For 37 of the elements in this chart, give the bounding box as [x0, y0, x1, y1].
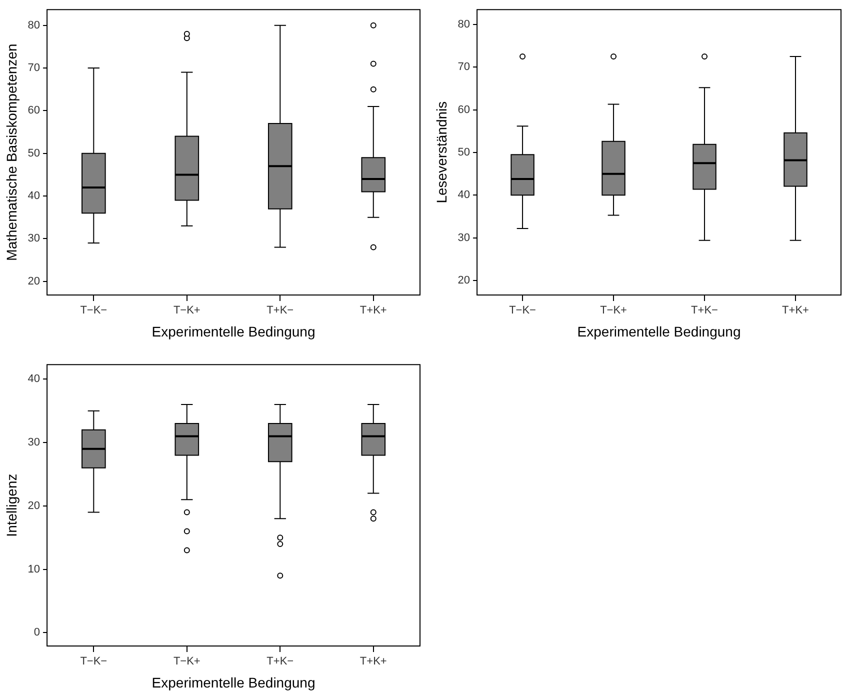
x-axis-title: Experimentelle Bedingung [152, 323, 316, 340]
y-tick-label: 60 [28, 104, 40, 117]
y-tick-label: 20 [28, 275, 40, 288]
y-tick-label: 40 [28, 190, 40, 202]
y-tick-label: 20 [28, 500, 40, 512]
x-tick-label: T+K− [266, 304, 294, 317]
y-tick-label: 50 [28, 147, 40, 160]
x-axis-title: Experimentelle Bedingung [577, 323, 741, 340]
y-tick-label: 70 [28, 62, 40, 74]
y-axis-title: Intelligenz [3, 474, 20, 537]
y-tick-label: 80 [28, 19, 40, 32]
x-tick-label: T−K+ [173, 656, 200, 668]
x-tick-label: T−K+ [173, 304, 200, 317]
y-tick-label: 40 [28, 373, 40, 386]
y-tick-label: 60 [458, 104, 470, 116]
x-tick-label: T−K− [80, 656, 108, 668]
y-axis-title: Mathematische Basiskompetenzen [3, 44, 20, 261]
y-tick-label: 0 [34, 626, 40, 639]
y-tick-label: 40 [458, 189, 470, 202]
x-tick-label: T+K− [691, 304, 718, 317]
x-tick-label: T−K− [509, 304, 536, 317]
x-tick-label: T+K+ [360, 304, 387, 317]
x-tick-label: T+K+ [782, 304, 809, 317]
x-tick-label: T+K+ [360, 656, 387, 668]
y-axis-title: Leseverständnis [433, 101, 450, 204]
y-tick-label: 30 [458, 232, 470, 244]
x-axis-title: Experimentelle Bedingung [152, 674, 316, 690]
y-tick-label: 10 [28, 563, 40, 576]
x-tick-label: T−K− [80, 304, 108, 317]
y-tick-label: 50 [458, 146, 470, 159]
y-tick-label: 30 [28, 232, 40, 245]
x-tick-label: T−K+ [600, 304, 627, 317]
y-tick-label: 20 [458, 274, 470, 287]
y-tick-label: 80 [458, 18, 470, 31]
y-tick-label: 30 [28, 436, 40, 449]
x-tick-label: T+K− [266, 656, 294, 668]
y-tick-label: 70 [458, 61, 470, 74]
